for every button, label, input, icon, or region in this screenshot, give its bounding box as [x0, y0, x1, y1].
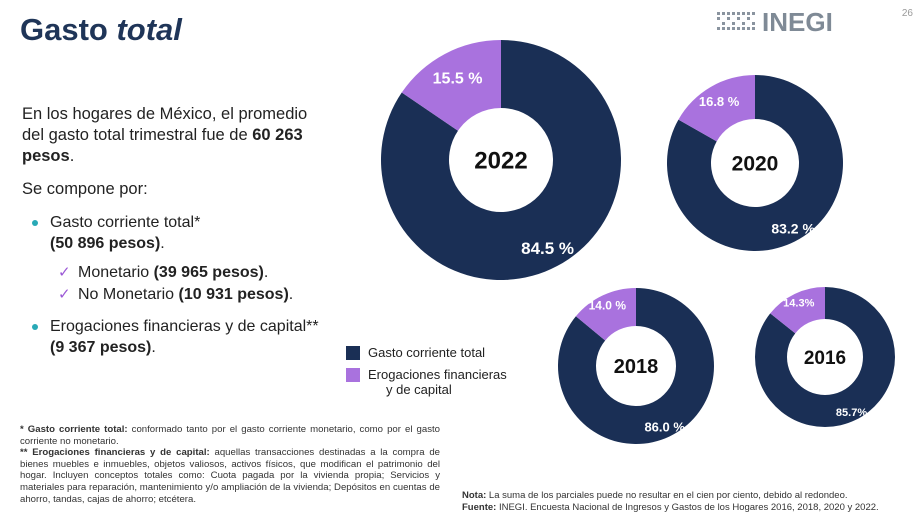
slice-financial-spending — [401, 40, 501, 131]
legend-swatch — [346, 368, 360, 382]
footnote-term: ** Erogaciones financieras y de capital: — [20, 447, 210, 459]
source-notes: Nota: La suma de los parciales puede no … — [462, 490, 917, 514]
legend-label-line1: Erogaciones financieras — [368, 367, 507, 382]
slice-financial-spending — [770, 287, 825, 334]
subbullet-amount: (10 931 pesos) — [178, 286, 289, 303]
check-icon: ✓ — [58, 264, 71, 281]
bullet-current-spending: Gasto corriente total* (50 896 pesos). — [32, 212, 330, 254]
page-title: Gasto total — [20, 12, 182, 48]
legend-swatch — [346, 346, 360, 360]
bullet-dot — [32, 324, 38, 330]
nota-text: La suma de los parciales puede no result… — [486, 490, 848, 501]
year-label: 2018 — [614, 356, 659, 378]
label-current-spending: 86.0 % — [644, 419, 685, 434]
legend-label: Erogaciones financieras y de capital — [368, 367, 507, 397]
compose-label: Se compone por: — [22, 180, 148, 198]
label-current-spending: 84.5 % — [521, 239, 574, 258]
intro-text: En los hogares de México, el promedio de… — [22, 104, 322, 167]
bullet-financial-spending: Erogaciones financieras y de capital** (… — [32, 316, 330, 358]
slice-current-spending — [558, 288, 714, 445]
intro-end: . — [69, 147, 75, 165]
slice-current-spending — [755, 287, 896, 427]
slice-current-spending — [381, 40, 622, 280]
subbullet-label: Monetario — [78, 264, 154, 281]
intro-amount: 60 263 pesos — [22, 126, 303, 165]
title-main: Gasto — [20, 12, 117, 47]
chart-legend: Gasto corriente total Erogaciones financ… — [346, 345, 507, 404]
label-financial-spending: 14.0 % — [589, 298, 627, 312]
inegi-logo: INEGI — [716, 6, 833, 37]
slice-financial-spending — [575, 288, 636, 341]
legend-label-line2: y de capital — [386, 382, 452, 397]
subbullet-end: . — [288, 286, 294, 303]
intro-line: En los hogares de México, el promedio de… — [22, 105, 308, 144]
year-label: 2020 — [732, 153, 779, 176]
donut-2018: 86.0 % 14.0 % 2018 — [558, 288, 714, 445]
slice-current-spending — [667, 75, 844, 252]
footnotes: * Gasto corriente total: conformado tant… — [20, 424, 440, 505]
legend-item-current: Gasto corriente total — [346, 345, 507, 360]
bullet-amount: (50 896 pesos) — [50, 235, 161, 252]
inegi-logo-icon — [717, 12, 755, 30]
year-label: 2016 — [804, 348, 846, 369]
footnote-1: * Gasto corriente total: conformado tant… — [20, 424, 440, 447]
bullet-label: Erogaciones financieras y de capital** — [50, 318, 319, 335]
fuente-label: Fuente: — [462, 502, 497, 513]
footnote-text: aquellas transacciones destinadas a la c… — [20, 447, 440, 505]
footnote-text: conformado tanto por el gasto corriente … — [20, 424, 440, 447]
label-financial-spending: 14.3% — [783, 297, 814, 309]
fuente-text: INEGI. Encuesta Nacional de Ingresos y G… — [496, 502, 879, 513]
legend-item-financial: Erogaciones financieras y de capital — [346, 367, 507, 397]
legend-label: Gasto corriente total — [368, 345, 486, 360]
bullet-dot — [32, 220, 38, 226]
logo-text: INEGI — [762, 6, 833, 37]
subbullet-monetary: ✓ Monetario (39 965 pesos). — [58, 262, 269, 283]
fuente-line: Fuente: INEGI. Encuesta Nacional de Ingr… — [462, 502, 917, 514]
donut-2020: 83.2 % 16.8 % 2020 — [667, 75, 844, 252]
subbullet-amount: (39 965 pesos) — [153, 264, 264, 281]
slide-number: 26 — [901, 8, 913, 19]
nota-line: Nota: La suma de los parciales puede no … — [462, 490, 917, 502]
year-label: 2022 — [474, 148, 527, 175]
nota-label: Nota: — [462, 490, 487, 501]
footnote-2: ** Erogaciones financieras y de capital:… — [20, 447, 440, 505]
label-current-spending: 85.7% — [836, 407, 867, 419]
bullet-end: . — [160, 235, 165, 252]
donut-2022: 84.5 % 15.5 % 2022 — [381, 40, 622, 280]
bullet-end: . — [151, 339, 156, 356]
subbullet-label: No Monetario — [78, 286, 179, 303]
bullet-label: Gasto corriente total* — [50, 214, 201, 231]
subbullet-end: . — [263, 264, 269, 281]
slice-financial-spending — [678, 75, 755, 142]
title-emphasis: total — [116, 12, 182, 47]
footnote-term: * Gasto corriente total: — [20, 424, 128, 435]
subbullet-non-monetary: ✓ No Monetario (10 931 pesos). — [58, 284, 294, 305]
bullet-amount: (9 367 pesos) — [50, 339, 152, 356]
label-current-spending: 83.2 % — [771, 220, 815, 236]
check-icon: ✓ — [58, 286, 71, 303]
donut-2016: 85.7% 14.3% 2016 — [755, 287, 896, 427]
label-financial-spending: 15.5 % — [433, 71, 483, 88]
label-financial-spending: 16.8 % — [699, 94, 740, 109]
